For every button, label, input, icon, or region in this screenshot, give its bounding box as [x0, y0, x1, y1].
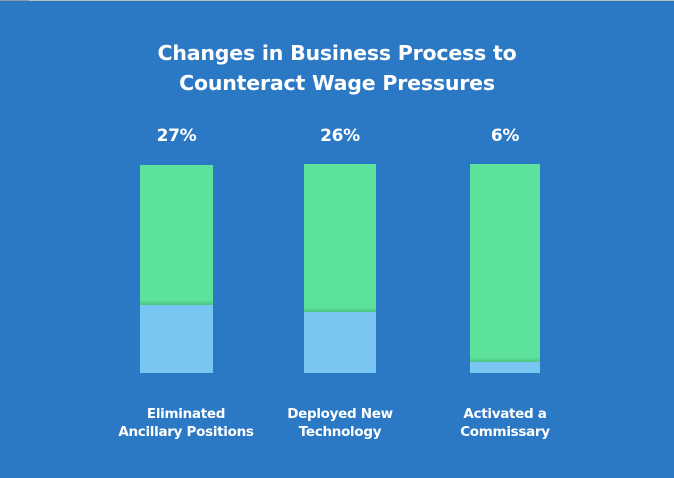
- bar-remainder-segment: [470, 164, 540, 362]
- top-border: [0, 0, 674, 1]
- category-label-line-1: Activated a: [463, 406, 547, 422]
- chart-title-line-1: Changes in Business Process to: [157, 41, 517, 65]
- top-border-segment: [0, 0, 29, 1]
- bar-value-segment: [304, 312, 376, 373]
- bar-remainder-segment: [304, 164, 376, 312]
- bar-value-label: 6%: [490, 126, 520, 146]
- category-label-line-2: Technology: [298, 424, 382, 440]
- bar-value-segment: [470, 362, 540, 373]
- category-label-line-1: Deployed New: [287, 406, 393, 422]
- category-label-line-1: Eliminated: [146, 406, 226, 422]
- bar-value-segment: [140, 305, 213, 373]
- category-label-eliminated-ancillary-positions: Eliminated Ancillary Positions: [86, 405, 286, 441]
- category-label-line-2: Ancillary Positions: [118, 424, 254, 440]
- bar-value-label: 26%: [320, 126, 360, 146]
- category-label-activated-a-commissary: Activated a Commissary: [405, 405, 605, 441]
- category-label-deployed-new-technology: Deployed New Technology: [240, 405, 440, 441]
- bar-value-label: 27%: [156, 126, 197, 146]
- chart-title: Changes in Business Process to Counterac…: [0, 38, 674, 98]
- chart-title-line-2: Counteract Wage Pressures: [179, 71, 495, 95]
- bar-remainder-segment: [140, 165, 213, 305]
- category-label-line-2: Commissary: [460, 424, 550, 440]
